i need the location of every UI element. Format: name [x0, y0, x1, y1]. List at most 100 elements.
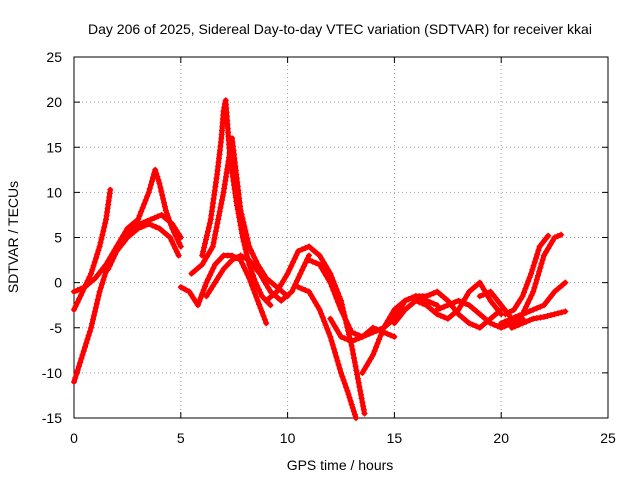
data-point	[213, 224, 220, 231]
data-point	[96, 288, 103, 295]
data-point	[540, 252, 547, 259]
data-point	[160, 228, 166, 235]
data-point	[273, 288, 280, 295]
data-point	[350, 408, 357, 415]
data-point	[384, 330, 391, 337]
data-point	[530, 306, 537, 313]
data-point	[538, 260, 545, 267]
data-point	[92, 304, 99, 311]
data-point	[138, 208, 145, 215]
data-point	[214, 220, 221, 227]
data-point	[141, 201, 148, 207]
data-point	[427, 305, 433, 312]
y-tick-label: -5	[50, 320, 63, 336]
data-point	[253, 293, 260, 300]
data-point	[244, 235, 251, 242]
data-point	[487, 297, 494, 304]
data-point	[284, 270, 291, 277]
data-point	[327, 270, 334, 277]
data-point	[531, 259, 538, 265]
data-point	[480, 321, 487, 328]
data-point	[203, 236, 209, 243]
data-point	[147, 181, 154, 188]
data-point	[480, 314, 487, 321]
data-point	[276, 285, 283, 291]
data-point	[469, 305, 476, 312]
data-point	[246, 243, 253, 250]
data-point	[182, 286, 189, 293]
data-point	[253, 258, 259, 264]
data-point	[506, 309, 513, 315]
data-point	[526, 296, 533, 303]
data-point	[238, 211, 245, 218]
data-point	[205, 289, 212, 296]
data-point	[77, 292, 84, 299]
data-point	[473, 282, 480, 289]
data-point	[75, 363, 82, 370]
data-point	[282, 274, 289, 281]
data-point	[78, 285, 85, 292]
data-point	[195, 264, 202, 271]
data-point	[498, 302, 505, 309]
data-point	[494, 323, 501, 330]
data-point	[218, 201, 225, 207]
data-point	[320, 259, 327, 266]
data-point	[345, 336, 352, 343]
data-point	[92, 275, 99, 282]
data-point	[90, 312, 97, 319]
data-point	[523, 309, 530, 316]
data-point	[76, 295, 83, 302]
data-point	[246, 275, 253, 282]
data-point	[214, 276, 221, 283]
data-point	[95, 247, 102, 254]
data-point	[555, 310, 562, 317]
data-point	[324, 326, 331, 332]
data-point	[122, 229, 129, 236]
series-satellite-track-7	[188, 135, 291, 300]
data-point	[96, 243, 103, 250]
data-point	[186, 288, 193, 295]
data-point	[94, 251, 101, 258]
data-point	[162, 207, 169, 214]
data-point	[513, 303, 520, 310]
data-point	[99, 280, 106, 287]
data-point	[473, 323, 480, 330]
data-point	[524, 299, 531, 306]
data-point	[288, 288, 295, 295]
data-point	[444, 302, 451, 309]
data-point	[402, 297, 409, 304]
data-point	[405, 296, 412, 303]
data-point	[523, 281, 530, 288]
data-point	[306, 243, 312, 250]
data-point	[135, 216, 142, 223]
data-point	[346, 325, 353, 332]
data-point	[144, 193, 151, 200]
data-point	[534, 251, 541, 258]
data-point	[558, 282, 565, 289]
data-point	[319, 314, 326, 321]
data-point	[212, 228, 219, 235]
data-point	[259, 274, 265, 281]
data-point	[78, 355, 85, 362]
data-point	[354, 375, 361, 382]
data-point	[359, 333, 366, 340]
data-point	[207, 286, 214, 293]
data-point	[248, 260, 255, 267]
data-point	[237, 252, 244, 259]
data-point	[379, 328, 386, 335]
data-point	[473, 308, 480, 315]
data-point	[242, 246, 249, 253]
data-point	[336, 302, 343, 309]
data-point	[99, 231, 106, 238]
data-point	[444, 315, 451, 322]
data-point	[289, 259, 296, 266]
data-point	[526, 317, 533, 324]
data-point	[500, 305, 507, 312]
data-point	[163, 231, 170, 238]
data-point	[536, 268, 543, 275]
data-point	[241, 254, 248, 261]
data-point	[490, 292, 497, 298]
data-point	[434, 306, 441, 313]
data-point	[220, 108, 227, 115]
